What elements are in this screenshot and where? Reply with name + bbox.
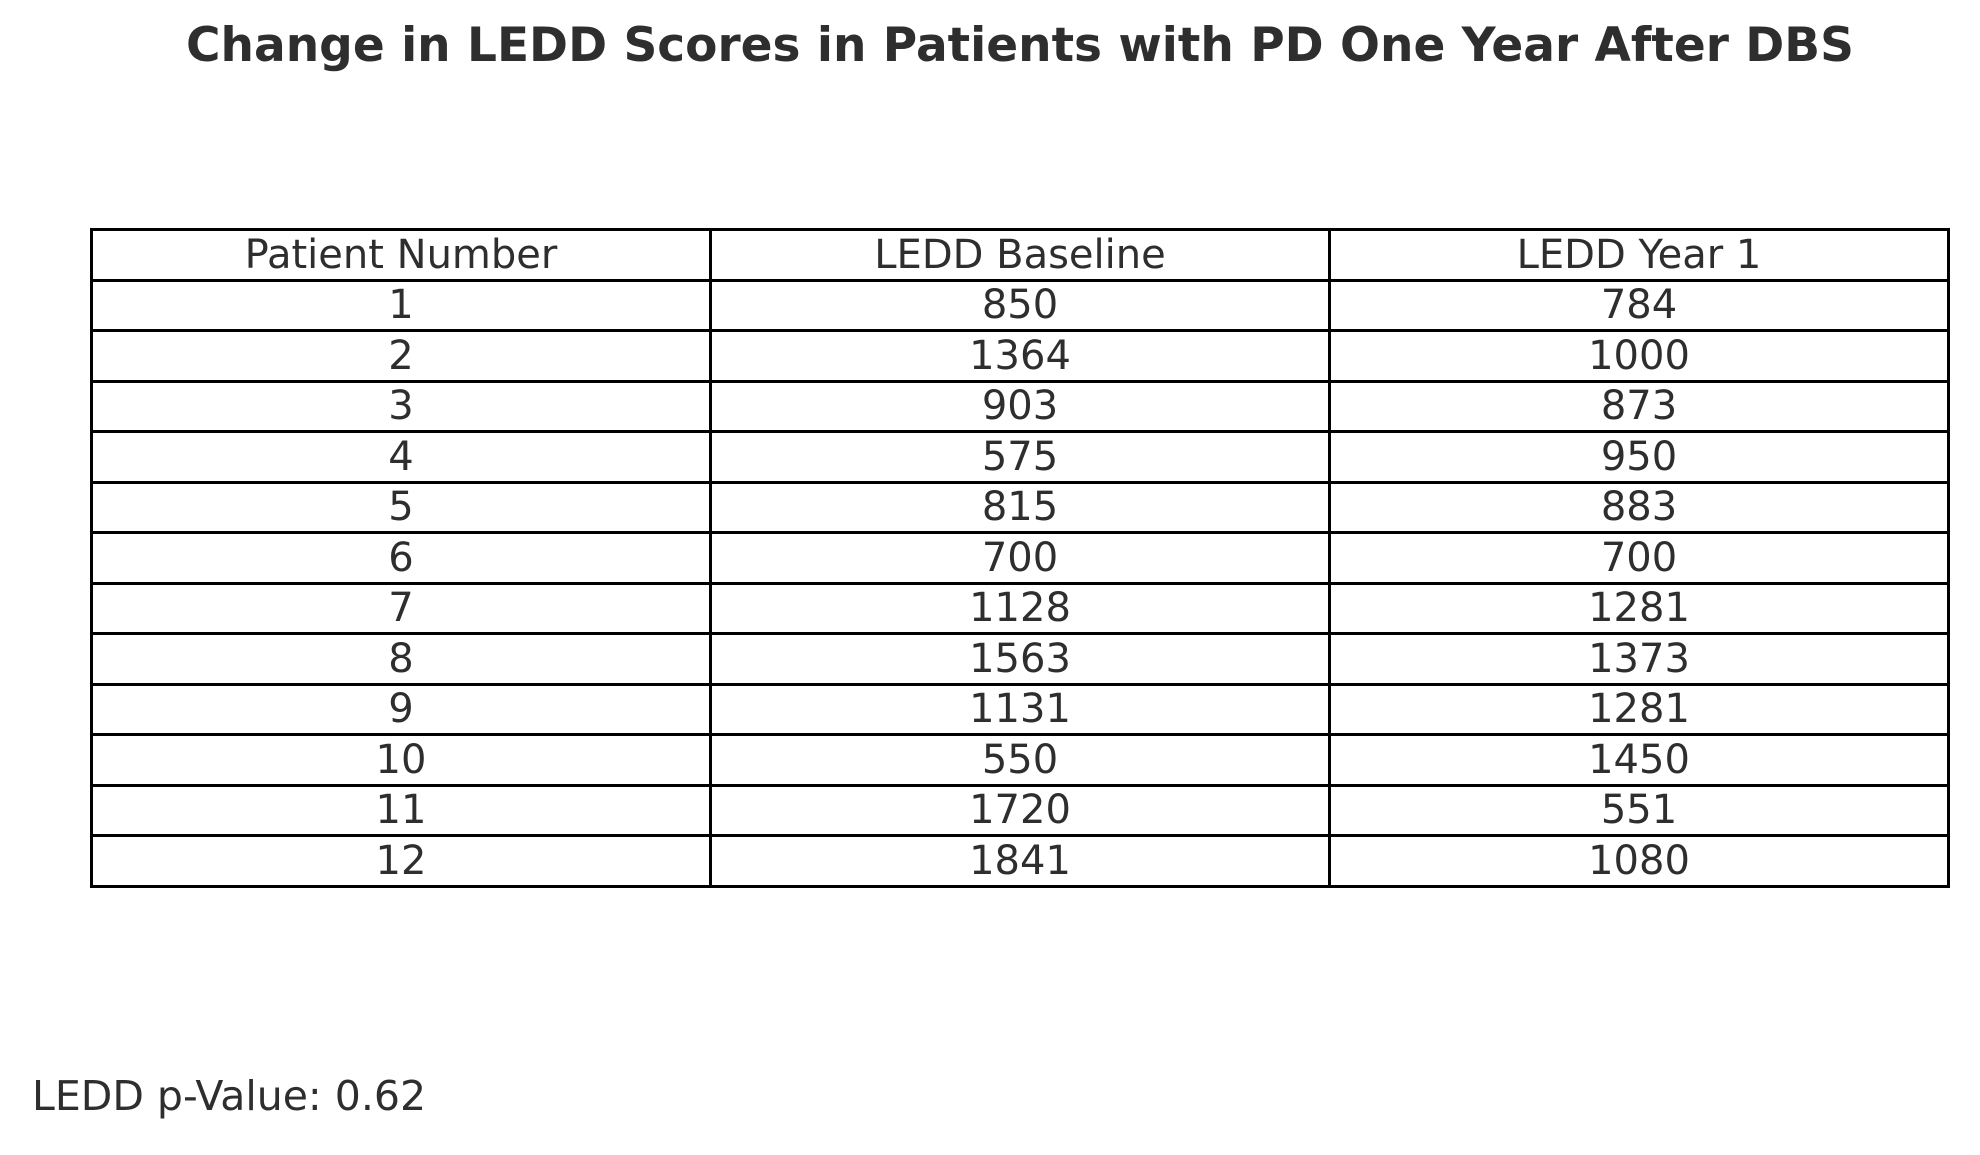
table-row: 7 1128 1281 [90,581,1950,635]
column-header-ledd-baseline: LEDD Baseline [709,228,1331,282]
ledd-baseline-cell: 1128 [709,581,1331,635]
patient-number-cell: 4 [90,430,712,484]
patient-number-cell: 1 [90,278,712,332]
table-row: 4 575 950 [90,430,1950,484]
table-header: Patient Number LEDD Baseline LEDD Year 1 [90,228,1950,282]
ledd-baseline-cell: 1563 [709,632,1331,686]
patient-number-cell: 7 [90,581,712,635]
ledd-year1-cell: 784 [1328,278,1950,332]
ledd-scores-table: Patient Number LEDD Baseline LEDD Year 1… [90,228,1950,888]
ledd-baseline-cell: 1720 [709,783,1331,837]
ledd-year1-cell: 1000 [1328,329,1950,383]
ledd-baseline-cell: 1841 [709,834,1331,888]
ledd-baseline-cell: 903 [709,379,1331,433]
ledd-year1-cell: 551 [1328,783,1950,837]
table-header-row: Patient Number LEDD Baseline LEDD Year 1 [90,228,1950,282]
p-value-annotation: LEDD p-Value: 0.62 [32,1072,427,1120]
ledd-year1-cell: 1080 [1328,834,1950,888]
ledd-year1-cell: 883 [1328,480,1950,534]
ledd-year1-cell: 1281 [1328,682,1950,736]
ledd-baseline-cell: 700 [709,531,1331,585]
table-row: 11 1720 551 [90,783,1950,837]
ledd-baseline-cell: 1131 [709,682,1331,736]
table-row: 6 700 700 [90,531,1950,585]
table-row: 1 850 784 [90,278,1950,332]
table-row: 8 1563 1373 [90,632,1950,686]
table-row: 3 903 873 [90,379,1950,433]
table-row: 10 550 1450 [90,733,1950,787]
table-row: 12 1841 1080 [90,834,1950,888]
ledd-year1-cell: 1450 [1328,733,1950,787]
ledd-baseline-cell: 550 [709,733,1331,787]
ledd-baseline-cell: 1364 [709,329,1331,383]
ledd-year1-cell: 950 [1328,430,1950,484]
ledd-baseline-cell: 575 [709,430,1331,484]
table-row: 9 1131 1281 [90,682,1950,736]
ledd-baseline-cell: 850 [709,278,1331,332]
patient-number-cell: 5 [90,480,712,534]
ledd-year1-cell: 1373 [1328,632,1950,686]
patient-number-cell: 3 [90,379,712,433]
patient-number-cell: 9 [90,682,712,736]
ledd-baseline-cell: 815 [709,480,1331,534]
patient-number-cell: 11 [90,783,712,837]
ledd-year1-cell: 700 [1328,531,1950,585]
table-row: 2 1364 1000 [90,329,1950,383]
patient-number-cell: 10 [90,733,712,787]
table-row: 5 815 883 [90,480,1950,534]
ledd-year1-cell: 1281 [1328,581,1950,635]
column-header-ledd-year1: LEDD Year 1 [1328,228,1950,282]
figure-title: Change in LEDD Scores in Patients with P… [186,18,1854,73]
patient-number-cell: 12 [90,834,712,888]
column-header-patient-number: Patient Number [90,228,712,282]
patient-number-cell: 2 [90,329,712,383]
patient-number-cell: 8 [90,632,712,686]
table-body: 1 850 784 2 1364 1000 3 903 873 4 575 95… [90,278,1950,888]
patient-number-cell: 6 [90,531,712,585]
ledd-year1-cell: 873 [1328,379,1950,433]
